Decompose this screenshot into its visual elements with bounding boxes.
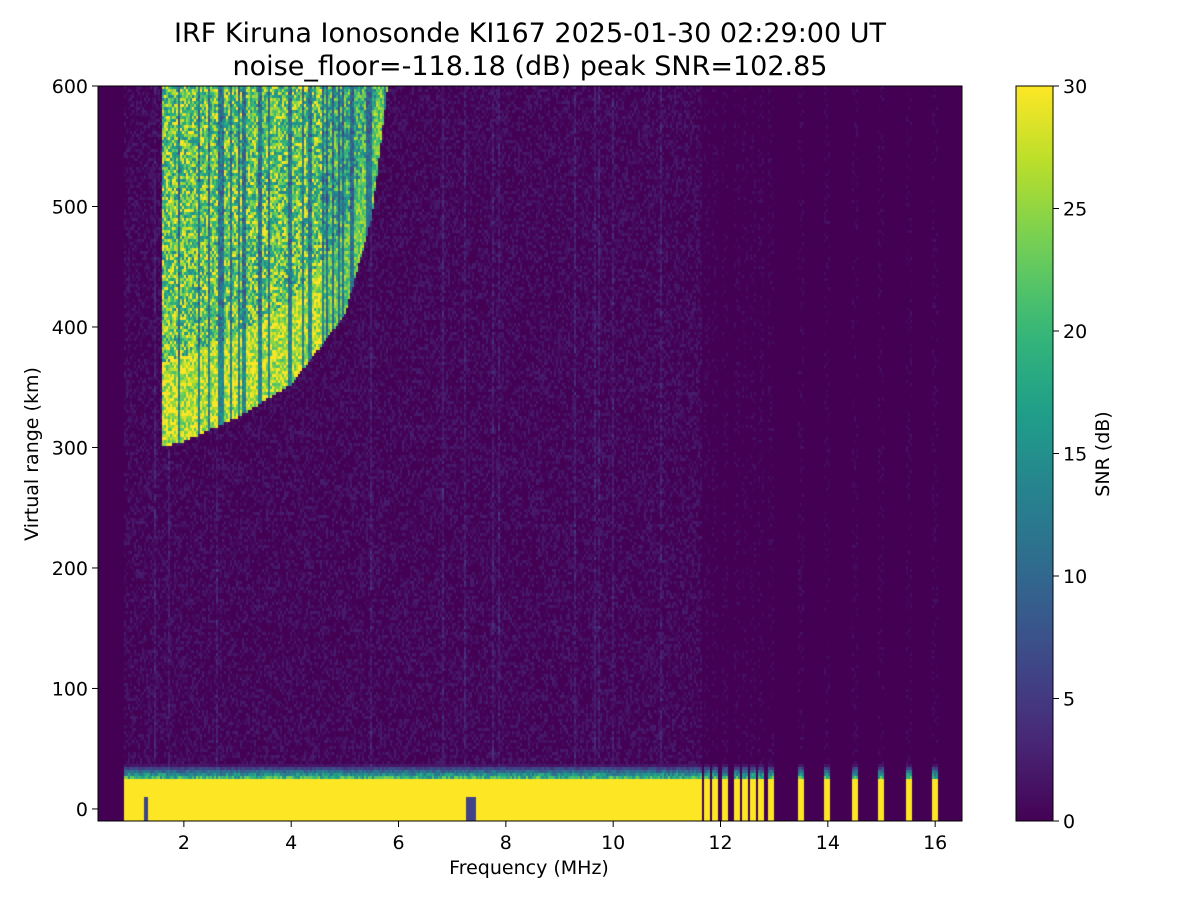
- plot-area: [98, 86, 962, 821]
- snr-heatmap: [98, 86, 962, 821]
- chart-subtitle: noise_floor=-118.18 (dB) peak SNR=102.85: [232, 51, 828, 82]
- y-tick-label: 100: [52, 678, 88, 700]
- y-tick-label: 0: [76, 799, 88, 821]
- colorbar-tick-label: 10: [1063, 566, 1087, 588]
- y-tick-label: 500: [52, 196, 88, 218]
- y-tick-label: 400: [52, 317, 88, 339]
- x-axis-label: Frequency (MHz): [449, 857, 609, 879]
- colorbar-tick-label: 20: [1063, 321, 1087, 343]
- x-tick-label: 16: [923, 832, 947, 854]
- colorbar-gradient: [1015, 85, 1054, 822]
- colorbar-tick-label: 30: [1063, 76, 1087, 98]
- x-tick-label: 12: [708, 832, 732, 854]
- colorbar-tick-label: 0: [1063, 811, 1075, 833]
- x-tick-label: 14: [816, 832, 840, 854]
- x-tick-label: 6: [392, 832, 404, 854]
- plot-frame: [97, 85, 963, 822]
- colorbar-tick-label: 25: [1063, 199, 1087, 221]
- y-axis-label: Virtual range (km): [21, 367, 43, 541]
- y-tick-label: 200: [52, 558, 88, 580]
- x-tick-label: 8: [500, 832, 512, 854]
- colorbar-tick-label: 15: [1063, 444, 1087, 466]
- colorbar-label: SNR (dB): [1092, 411, 1114, 496]
- colorbar: 0 5 10 15 20 25 30: [1015, 76, 1087, 833]
- y-tick-label: 600: [52, 76, 88, 98]
- x-tick-label: 2: [178, 832, 190, 854]
- chart-title: IRF Kiruna Ionosonde KI167 2025-01-30 02…: [173, 18, 887, 49]
- x-tick-label: 4: [285, 832, 297, 854]
- y-tick-label: 300: [52, 437, 88, 459]
- axes: 2 4 6 8 10 12 14 16 0 100 200 300 400 500 600: [52, 76, 963, 854]
- x-tick-label: 10: [601, 832, 625, 854]
- colorbar-tick-label: 5: [1063, 689, 1075, 711]
